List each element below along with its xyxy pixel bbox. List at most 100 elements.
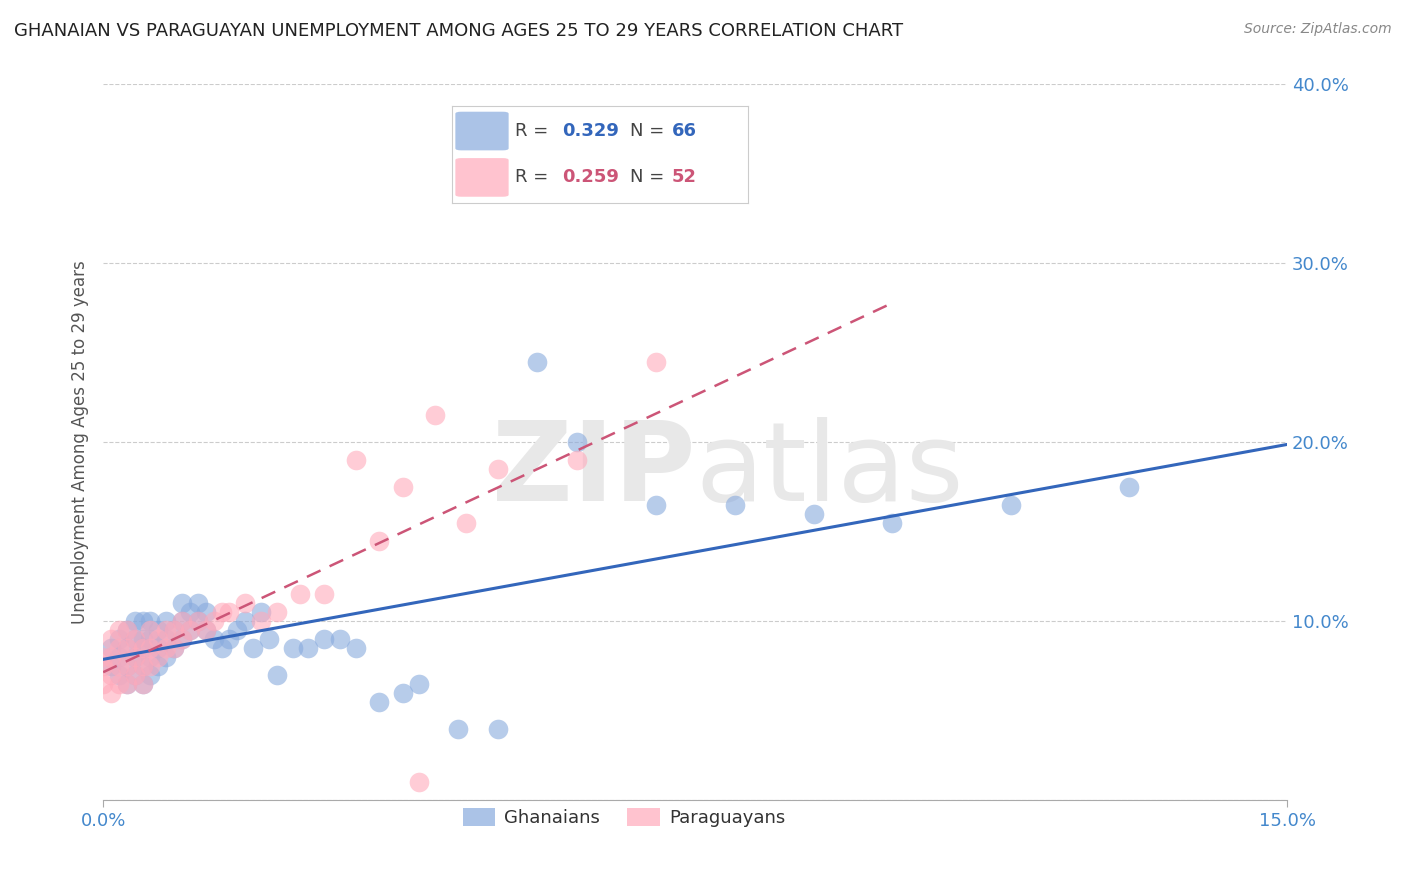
Point (131, 641, 153, 656)
Point (115, 659, 138, 673)
Point (250, 614, 273, 628)
Point (115, 677, 138, 691)
Point (1000, 498, 1022, 512)
Point (163, 641, 186, 656)
Point (392, 480, 415, 494)
Point (108, 624, 131, 638)
Point (344, 641, 367, 656)
Point (297, 641, 319, 656)
Text: ZIP: ZIP (492, 417, 695, 524)
Point (91, 659, 114, 673)
Point (526, 355, 548, 369)
Point (100, 686, 122, 700)
Point (644, 498, 666, 512)
Point (100, 632, 122, 647)
Point (139, 668, 162, 682)
Point (187, 596, 209, 610)
Point (314, 632, 336, 647)
Point (108, 659, 131, 673)
Point (91, 650, 114, 665)
Point (100, 641, 122, 656)
Point (124, 614, 146, 628)
Point (723, 498, 745, 512)
Point (290, 587, 312, 601)
Point (233, 596, 256, 610)
Point (124, 650, 146, 665)
Point (124, 632, 146, 647)
Text: atlas: atlas (695, 417, 963, 524)
Point (148, 641, 170, 656)
Point (456, 516, 478, 530)
Text: Source: ZipAtlas.com: Source: ZipAtlas.com (1244, 22, 1392, 37)
Point (155, 641, 177, 656)
Point (408, 775, 430, 789)
Point (226, 624, 249, 638)
Point (194, 605, 217, 619)
Point (233, 614, 256, 628)
Point (170, 596, 193, 610)
Point (314, 587, 336, 601)
Point (139, 624, 162, 638)
Point (124, 650, 146, 665)
Point (202, 632, 225, 647)
Point (124, 668, 146, 682)
Point (139, 632, 162, 647)
Point (115, 677, 138, 691)
Point (242, 641, 264, 656)
Point (155, 624, 177, 638)
Point (155, 632, 177, 647)
Point (486, 722, 509, 736)
Point (423, 409, 446, 423)
Point (170, 614, 193, 628)
Point (131, 677, 153, 691)
Point (266, 668, 288, 682)
Point (211, 605, 233, 619)
Point (100, 650, 122, 665)
Point (115, 624, 138, 638)
Point (115, 624, 138, 638)
Y-axis label: Unemployment Among Ages 25 to 29 years: Unemployment Among Ages 25 to 29 years (72, 260, 89, 624)
Point (170, 614, 193, 628)
Point (148, 659, 170, 673)
Point (187, 614, 209, 628)
Point (115, 641, 138, 656)
Point (565, 453, 588, 467)
Point (257, 632, 280, 647)
Point (108, 677, 131, 691)
Point (281, 641, 304, 656)
Point (565, 435, 588, 450)
Text: GHANAIAN VS PARAGUAYAN UNEMPLOYMENT AMONG AGES 25 TO 29 YEARS CORRELATION CHART: GHANAIAN VS PARAGUAYAN UNEMPLOYMENT AMON… (14, 22, 903, 40)
Point (148, 632, 170, 647)
Point (108, 668, 131, 682)
Point (91, 677, 114, 691)
Point (115, 641, 138, 656)
Point (163, 641, 186, 656)
Point (368, 533, 391, 548)
Point (115, 659, 138, 673)
Point (131, 641, 153, 656)
Point (131, 659, 153, 673)
Point (194, 624, 217, 638)
Point (148, 650, 170, 665)
Point (187, 614, 209, 628)
Point (1118, 480, 1140, 494)
Point (100, 659, 122, 673)
Point (250, 605, 273, 619)
Point (131, 677, 153, 691)
Point (108, 632, 131, 647)
Point (124, 668, 146, 682)
Point (108, 650, 131, 665)
Point (202, 614, 225, 628)
Point (131, 659, 153, 673)
Point (131, 632, 153, 647)
Point (392, 686, 415, 700)
Point (644, 355, 666, 369)
Point (139, 641, 162, 656)
Point (170, 632, 193, 647)
Point (218, 632, 240, 647)
Point (170, 632, 193, 647)
Point (139, 650, 162, 665)
Point (329, 632, 352, 647)
Point (108, 641, 131, 656)
Point (803, 507, 825, 521)
